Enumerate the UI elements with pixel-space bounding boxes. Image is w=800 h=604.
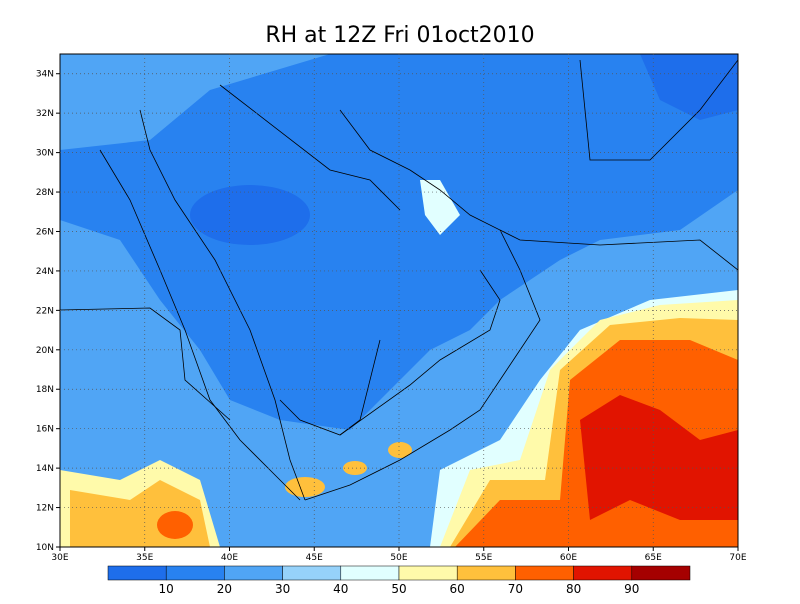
lon-label: 50E [390,553,407,563]
lat-label: 32N [36,109,54,119]
lon-label: 65E [645,553,662,563]
lon-label: 35E [136,553,153,563]
lon-label: 30E [51,553,68,563]
colorbar-swatch [631,565,691,581]
title: RH at 12Z Fri 01oct2010 [265,23,534,48]
lon-label: 45E [306,553,323,563]
colorbar-label: 40 [333,582,348,596]
lat-label: 30N [36,149,54,159]
colorbar-label: 50 [391,582,406,596]
colorbar-label: 60 [450,582,465,596]
colorbar-swatch [573,565,633,581]
map-field [60,54,738,547]
colorbar-label: 20 [217,582,232,596]
lat-label: 20N [36,346,54,356]
lat-label: 28N [36,188,54,198]
coastlines [60,59,738,501]
colorbar-swatch [165,565,225,581]
lat-label: 12N [36,504,54,514]
colorbar-swatch [515,565,574,581]
colorbar-label: 80 [566,582,581,596]
lon-label: 55E [475,553,492,563]
colorbar-label: 70 [508,582,523,596]
colorbar-label: 90 [624,582,639,596]
colorbar-swatch [224,565,283,581]
lat-label: 18N [36,385,54,395]
lon-label: 70E [729,553,746,563]
colorbar-label: 10 [159,582,174,596]
lat-label: 24N [36,267,54,277]
lat-label: 10N [36,543,54,553]
lon-label: 60E [560,553,577,563]
colorbar-swatch [282,565,342,581]
lat-label: 16N [36,425,54,435]
colorbar-swatch [107,565,167,581]
colorbar-swatch [398,565,458,581]
lat-label: 26N [36,227,54,237]
colorbar-label: 30 [275,582,290,596]
lat-label: 14N [36,464,54,474]
colorbar-swatch [456,565,516,581]
lat-label: 34N [36,70,54,80]
lat-label: 22N [36,306,54,316]
lon-label: 40E [221,553,238,563]
colorbar-swatch [340,565,400,581]
